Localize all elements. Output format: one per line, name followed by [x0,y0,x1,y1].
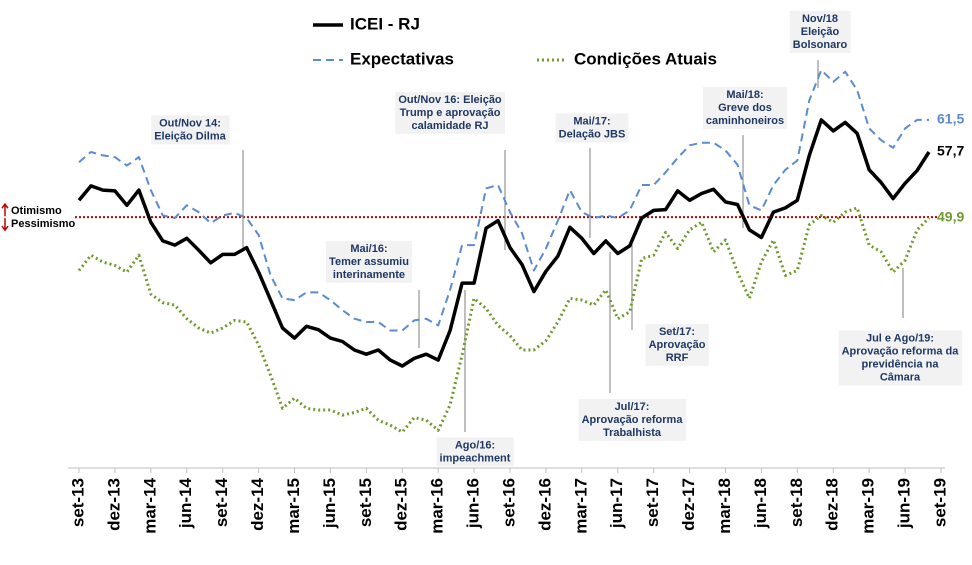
annotation: Mai/17:Delação JBS [555,113,629,143]
annotation-text: Mai/17: [573,115,610,127]
down-arrow [1,218,9,232]
x-tick-label: mar-16 [428,478,447,534]
annotation-box [838,330,963,386]
legend-label: Expectativas [350,49,454,68]
x-tick-label: set-17 [643,478,662,527]
series-line [77,118,931,368]
value-label: 61,5 [937,111,964,127]
x-tick-label: jun-14 [176,477,195,529]
annotation: Ago/16:impeachment [436,437,514,467]
x-tick-label: jun-19 [895,478,914,529]
annotation-text: Câmara [880,371,921,383]
annotation-text: Jul e Ago/19: [866,332,934,344]
annotation-box [151,115,230,145]
x-tick-label: mar-15 [284,478,303,534]
x-tick-label: set-16 [499,478,518,527]
annotation-text: Aprovação reforma da [842,345,960,357]
annotation-box [555,113,629,143]
x-tick-label: set-15 [356,478,375,527]
annotation-text: Aprovação [649,339,706,351]
annotation-text: Trump e aprovação [400,107,501,119]
x-tick-label: dez-14 [248,477,267,530]
annotation-text: Set/17: [659,326,695,338]
annotation: Jul e Ago/19:Aprovação reforma daprevidê… [838,330,963,386]
annotation-text: Eleição [801,26,840,38]
annotation-box [702,86,788,129]
x-tick-label: mar-18 [715,478,734,534]
annotation-text: Delação JBS [559,128,626,140]
x-tick-label: set-19 [930,478,949,527]
annotation-box [789,10,851,53]
x-tick-label: jun-16 [464,478,483,529]
value-label: 49,9 [937,209,964,225]
x-tick-label: jun-17 [607,478,626,529]
x-tick-label: set-14 [212,477,231,527]
annotation-text: Trabalhista [603,427,662,439]
annotation-text: previdência na [861,358,939,370]
x-tick-label: dez-16 [535,478,554,531]
annotation-text: Greve dos [718,102,772,114]
x-tick-label: mar-17 [571,478,590,534]
annotation-text: Ago/16: [455,439,495,451]
x-tick-label: jun-18 [751,478,770,529]
x-tick-label: set-13 [68,478,87,527]
x-tick-label: mar-14 [140,477,159,533]
x-tick-label: dez-15 [392,478,411,531]
annotation-box [326,240,412,283]
series-line [78,69,929,332]
x-tick-label: jun-15 [320,478,339,529]
annotation-text: impeachment [440,452,511,464]
annotation-text: Nov/18 [802,13,838,25]
x-tick-label: mar-19 [859,478,878,534]
annotation-text: Out/Nov 16: Eleição [398,94,502,106]
annotation-text: Out/Nov 14: [159,117,221,129]
annotation-text: Aprovação reforma [582,414,684,426]
reference-label: Otimismo [11,205,62,217]
value-label: 57,7 [937,143,964,159]
x-tick-label: set-18 [787,478,806,527]
annotation-text: Mai/16: [350,243,387,255]
annotation-box [578,398,687,441]
annotation-text: Eleição Dilma [154,130,226,142]
annotation-text: calamidade RJ [411,120,488,132]
annotation-box [436,437,514,467]
legend-label: ICEI - RJ [350,14,420,33]
annotation-text: Bolsonaro [793,39,848,51]
annotation-text: Temer assumiu [329,256,409,268]
annotation-box [645,323,709,366]
series-line [77,206,931,434]
annotation-text: caminhoneiros [706,115,784,127]
annotation-text: Mai/18: [726,89,763,101]
x-tick-label: dez-13 [104,478,123,531]
annotation-box [395,91,505,134]
annotation-text: Jul/17: [615,401,650,413]
up-arrow [1,202,9,217]
reference-label: Pessimismo [11,218,75,230]
annotation: Out/Nov 14:Eleição Dilma [151,115,230,145]
legend-label: Condições Atuais [574,49,717,68]
annotation-text: RRF [666,352,689,364]
x-tick-label: dez-17 [679,478,698,531]
x-tick-label: dez-18 [823,478,842,531]
annotation-text: interinamente [333,269,405,281]
